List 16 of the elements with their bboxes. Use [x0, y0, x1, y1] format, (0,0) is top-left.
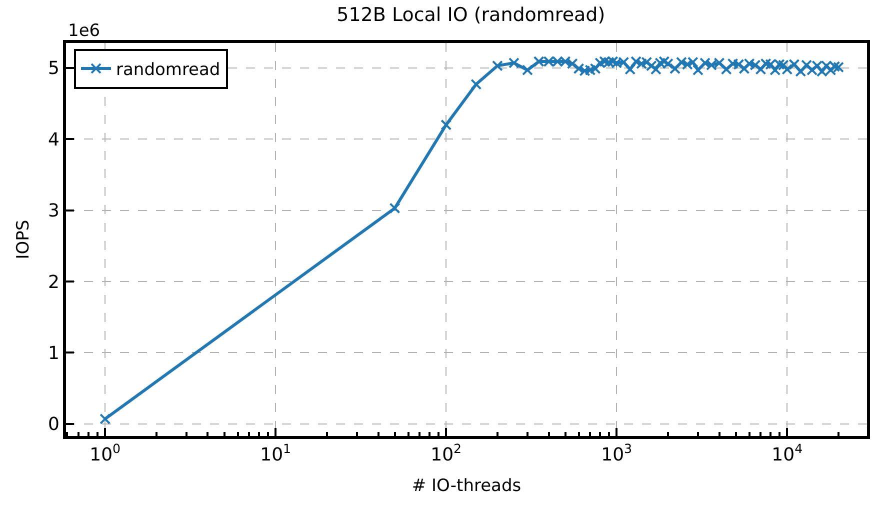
chart-title: 512B Local IO (randomread)	[336, 4, 606, 26]
x-tick-label: 10$^{2}$	[430, 441, 462, 466]
y-tick-label: 4	[48, 129, 60, 150]
x-tick-label: 10$^{1}$	[260, 441, 292, 466]
x-tick-label: 10$^{3}$	[601, 441, 632, 466]
y-axis-title: IOPS	[13, 220, 34, 260]
x-axis-title: # IO-threads	[412, 476, 522, 496]
text: 1e6	[68, 21, 100, 41]
x-tick-label: 10$^{0}$	[90, 441, 121, 466]
legend-label: randomread	[116, 60, 220, 80]
y-tick-label: 0	[48, 414, 60, 436]
x-tick-label: 10$^{4}$	[772, 441, 803, 466]
y-tick-label: 1	[48, 343, 60, 364]
y-tick-label: 5	[48, 58, 60, 80]
y-tick-label: 2	[48, 272, 60, 293]
y-tick-label: 3	[48, 200, 60, 222]
